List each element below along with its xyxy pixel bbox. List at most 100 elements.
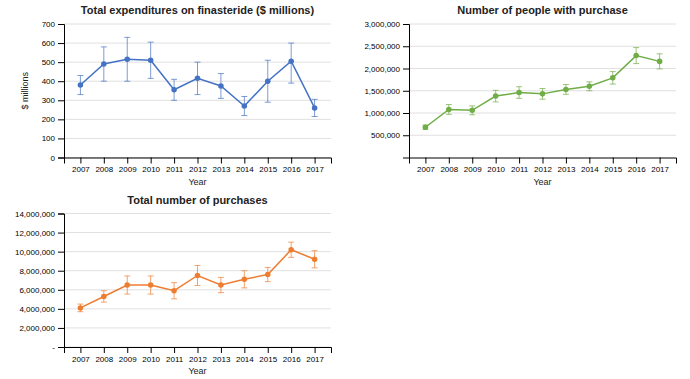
tick: 2014 (581, 158, 599, 175)
marker (242, 103, 248, 109)
tick-label: 2,500,000 (364, 42, 400, 51)
tick-label: 2007 (72, 355, 90, 364)
tick-mark (403, 46, 409, 47)
marker (493, 93, 499, 99)
x-axis-label: Year (188, 366, 206, 376)
tick-label: 2009 (119, 355, 137, 364)
tick: 2015 (259, 158, 277, 175)
panel: 2007200820092010201120122013201420152016… (20, 4, 332, 187)
tick-label: 700 (42, 20, 56, 29)
tick-label: - (52, 343, 55, 352)
tick-label: 1,500,000 (364, 87, 400, 96)
tick-mark (403, 24, 409, 25)
line (80, 250, 314, 308)
error-cap (241, 96, 247, 97)
error-bar (610, 72, 616, 84)
grid-line (64, 24, 331, 25)
tick: 300 (42, 96, 64, 105)
tick: 2015 (259, 347, 277, 364)
x-axis-label: Year (188, 177, 206, 187)
tick: 2013 (558, 158, 576, 175)
error-cap (77, 94, 83, 95)
error-cap (610, 84, 616, 85)
axis-line (403, 25, 410, 159)
tick: 2007 (417, 158, 435, 175)
grid-line (64, 327, 331, 328)
tick-mark (403, 135, 409, 136)
tick-mark (315, 158, 316, 164)
marker (265, 272, 271, 278)
tick-mark (80, 347, 81, 353)
tick: 2014 (236, 158, 254, 175)
error-cap (171, 282, 177, 283)
tick-mark (104, 347, 105, 353)
tick-mark (58, 290, 64, 291)
tick: 2011 (511, 158, 529, 175)
tick-mark (58, 81, 64, 82)
marker (540, 91, 546, 97)
tick-mark (472, 158, 473, 164)
title: Number of people with purchase (457, 4, 628, 16)
grid-line (64, 213, 331, 214)
marker (78, 82, 84, 88)
error-cap (101, 290, 107, 291)
error-cap (312, 267, 318, 268)
tick-label: 2010 (487, 165, 505, 174)
plot-area (77, 37, 317, 116)
tick-mark (221, 158, 222, 164)
tick-mark (613, 158, 614, 164)
tick: - (52, 343, 64, 352)
tick: 2009 (119, 158, 137, 175)
grid-line (64, 119, 331, 120)
marker (195, 273, 201, 279)
marker (312, 105, 318, 111)
error-cap (563, 84, 569, 85)
marker (124, 57, 130, 63)
error-cap (195, 94, 201, 95)
error-cap (493, 101, 499, 102)
error-bar (218, 277, 224, 292)
error-cap (469, 105, 475, 106)
tick-mark (198, 158, 199, 164)
tick: 2017 (651, 158, 669, 175)
x-axis-label: Year (533, 177, 551, 187)
error-cap (124, 294, 130, 295)
tick-label: 3,000,000 (364, 20, 400, 29)
error-bar (148, 276, 154, 294)
tick-label: 2012 (189, 355, 207, 364)
tick-label: 2012 (534, 165, 552, 174)
error-cap (610, 71, 616, 72)
tick-mark (221, 347, 222, 353)
tick-mark (244, 158, 245, 164)
grid (64, 24, 331, 158)
tick-label: 2011 (511, 165, 529, 174)
marker (171, 288, 177, 294)
error-bar (563, 85, 569, 95)
marker (265, 78, 271, 84)
tick: 500,000 (371, 131, 409, 140)
error-bar (171, 283, 177, 299)
error-cap (241, 287, 247, 288)
grid-line (64, 289, 331, 290)
error-bar (312, 251, 318, 268)
tick-label: 4,000,000 (19, 305, 55, 314)
tick: 6,000,000 (19, 286, 64, 295)
error-bar (288, 242, 294, 257)
error-cap (312, 250, 318, 251)
tick: 700 (42, 20, 64, 29)
marker (78, 305, 84, 311)
tick-mark (543, 158, 544, 164)
tick-mark (403, 91, 409, 92)
tick-mark (425, 158, 426, 164)
tick-mark (104, 158, 105, 164)
tick: 2014 (236, 347, 254, 364)
tick-label: 200 (42, 115, 56, 124)
marker (218, 83, 224, 89)
tick: 2007 (72, 347, 90, 364)
error-cap (657, 68, 663, 69)
tick-mark (315, 347, 316, 353)
marker (469, 108, 475, 114)
error-cap (633, 63, 639, 64)
tick-label: 10,000,000 (15, 248, 56, 257)
tick-label: 2013 (558, 165, 576, 174)
